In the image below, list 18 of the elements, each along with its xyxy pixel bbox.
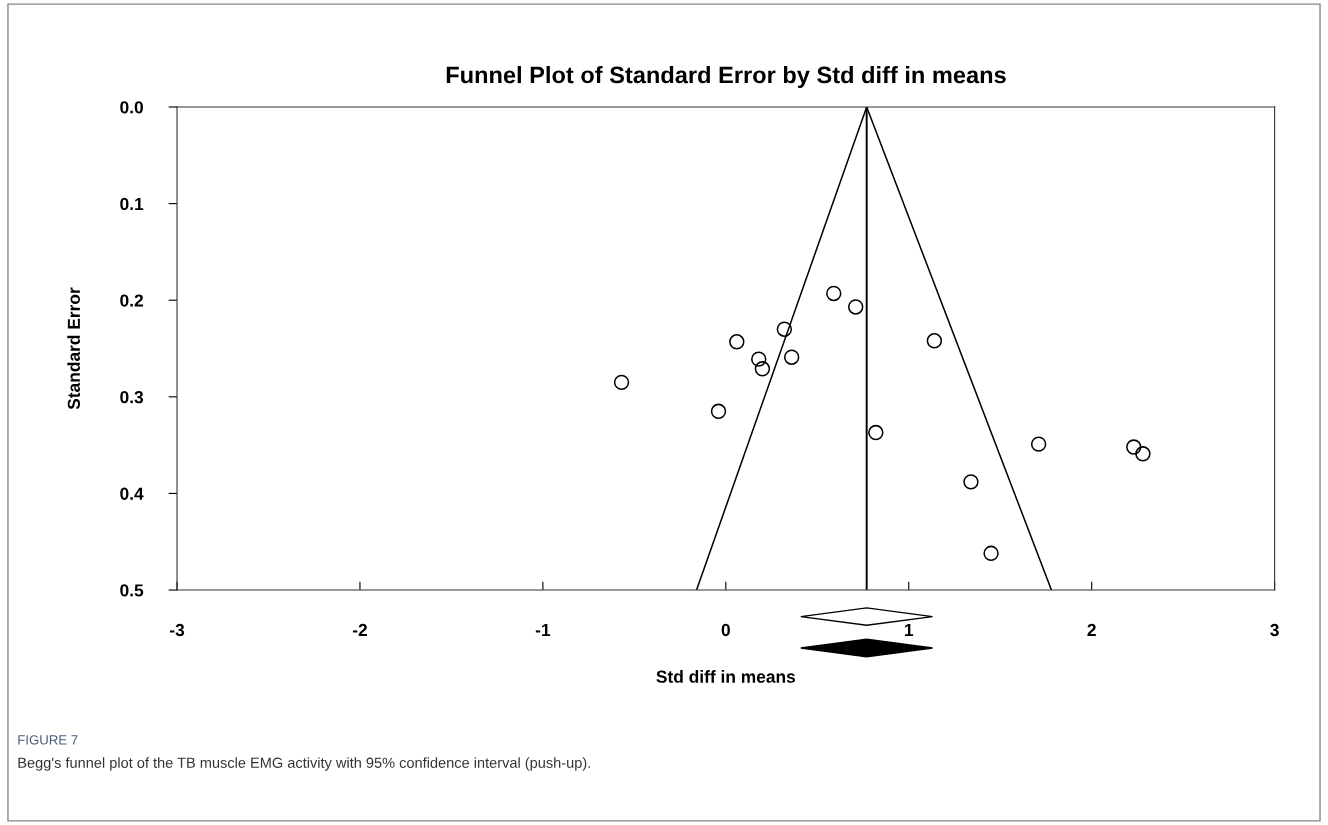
x-tick-label: -3 [169, 623, 185, 637]
chart-title: Funnel Plot of Standard Error by Std diff in means [446, 66, 1006, 88]
y-tick-label: 0.3 [120, 390, 144, 404]
y-tick-label: 0.1 [120, 197, 144, 211]
x-tick-label: 2 [1087, 623, 1096, 636]
x-tick-label: 3 [1270, 623, 1279, 637]
x-tick-label: -2 [352, 623, 367, 636]
y-axis-title: Standard Error [67, 287, 81, 410]
x-tick-label: 1 [905, 624, 914, 636]
x-tick-label: 0 [721, 623, 730, 637]
y-tick-label: 0.4 [120, 487, 144, 500]
x-axis-title: Std diff in means [656, 670, 796, 683]
caption: FIGURE 7 [18, 735, 78, 745]
x-tick-label: -1 [535, 624, 551, 636]
y-tick-label: 0.5 [120, 584, 144, 597]
text: Begg's funnel plot of the TB muscle EMG activity with 95% confidence interval (push-up). [18, 757, 590, 771]
y-tick-label: 0.2 [120, 294, 143, 307]
y-tick-label: 0.0 [120, 101, 143, 114]
